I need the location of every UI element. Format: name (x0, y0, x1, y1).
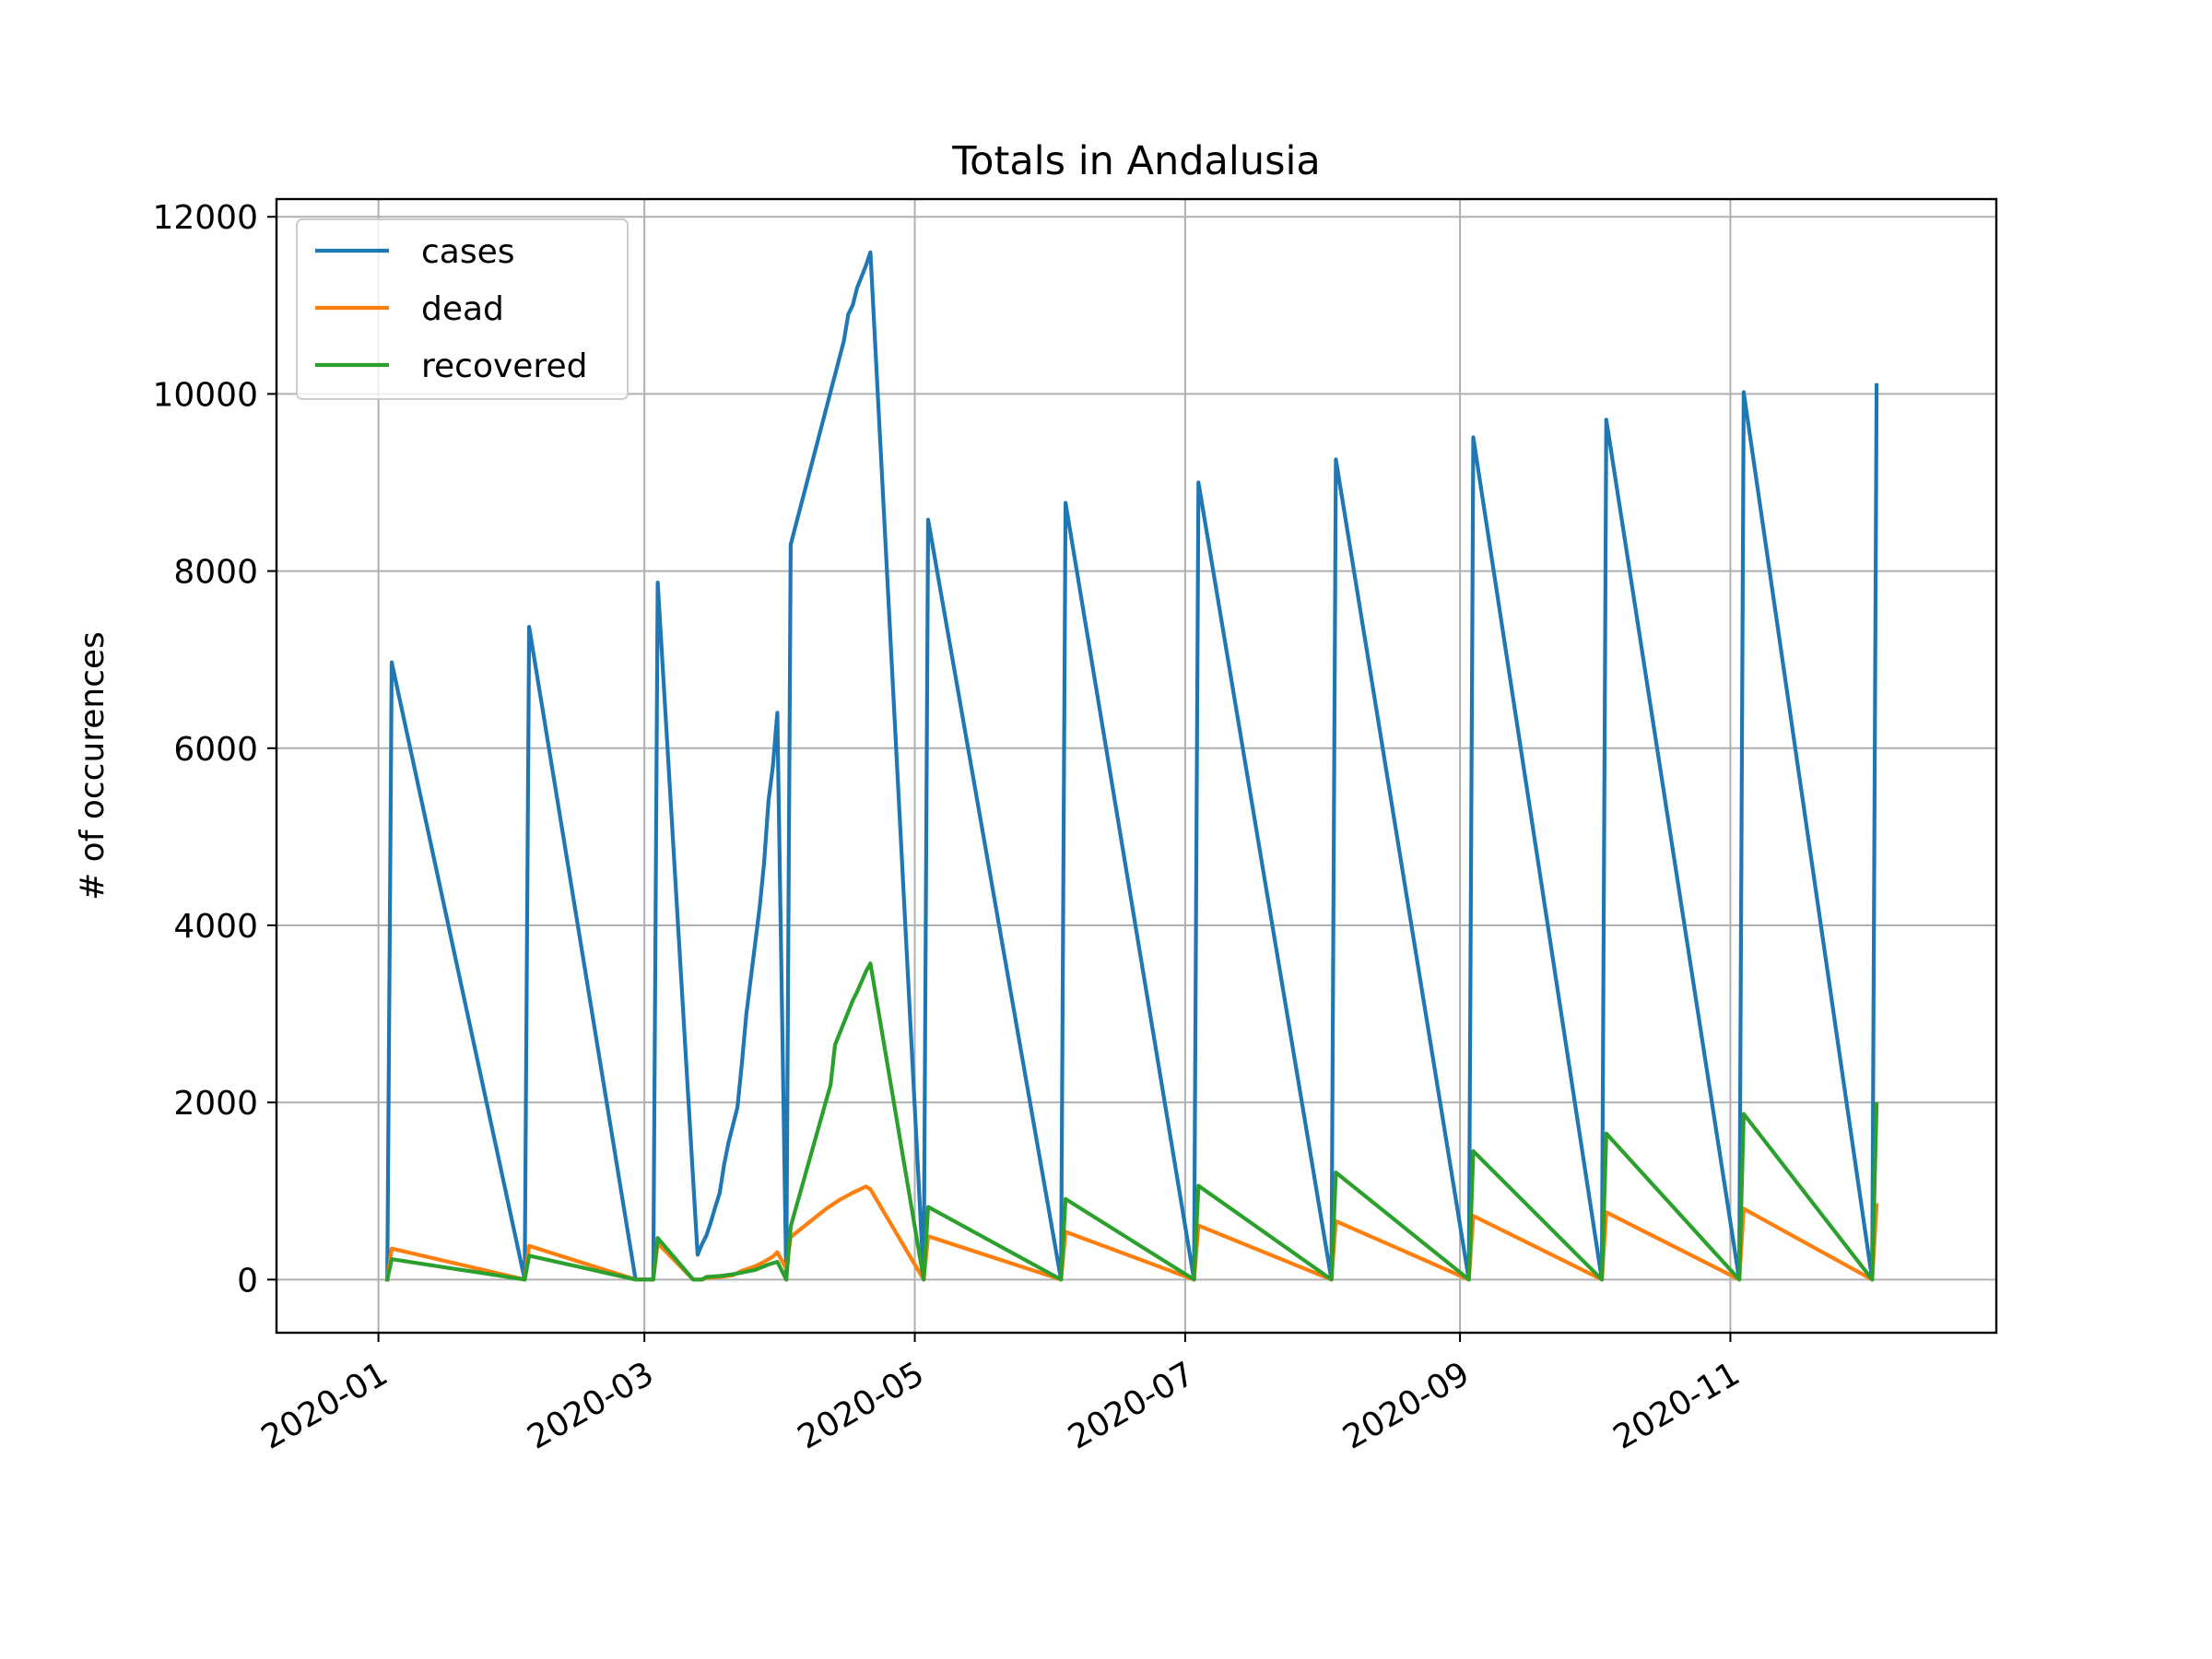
legend-label-recovered: recovered (421, 347, 587, 385)
plot-frame (275, 197, 1998, 1335)
legend-label-cases: cases (421, 233, 515, 271)
y-tick-label: 6000 (173, 731, 258, 769)
y-tick-label: 2000 (173, 1085, 258, 1123)
series-line-recovered (384, 961, 1879, 1282)
grid-lines (276, 199, 1996, 1333)
legend-label-dead: dead (421, 290, 504, 328)
y-tick-label: 0 (237, 1262, 258, 1300)
legend-frame (296, 218, 629, 400)
y-axis-label: # of occurences (74, 631, 112, 900)
series-lines (384, 250, 1879, 1282)
y-tick-label: 4000 (173, 908, 258, 946)
y-tick-label: 10000 (152, 376, 258, 414)
series-line-cases (385, 250, 1879, 1282)
chart-title: Totals in Andalusia (951, 138, 1321, 184)
y-tick-label: 8000 (173, 554, 258, 592)
legend: cases dead recovered (296, 218, 629, 400)
y-tick-label: 12000 (152, 199, 258, 237)
